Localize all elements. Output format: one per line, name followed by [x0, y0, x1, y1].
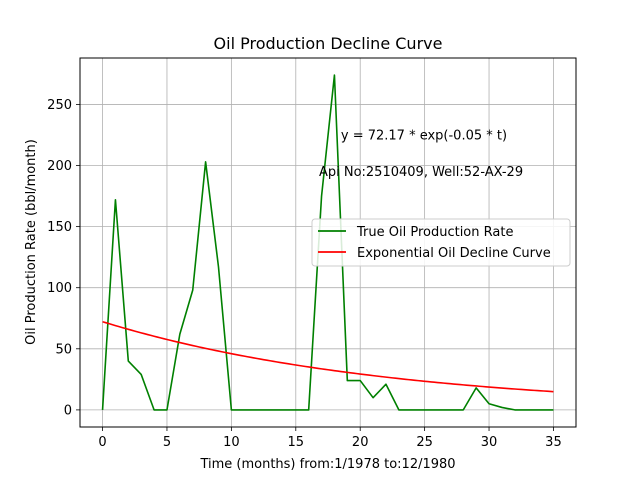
- series-exponential-oil-decline-curve: [102, 320, 554, 393]
- y-tick-label: 0: [64, 403, 72, 418]
- y-axis-label: Oil Production Rate (bbl/month): [24, 139, 39, 345]
- y-tick-label: 100: [47, 281, 72, 296]
- plot-lines: [101, 74, 554, 411]
- legend-box: [311, 218, 571, 267]
- x-tick-label: 20: [352, 435, 369, 450]
- x-tick-label: 5: [163, 435, 171, 450]
- y-tick-label: 250: [47, 98, 72, 113]
- fit-equation-annotation: y = 72.17 * exp(-0.05 * t): [341, 128, 507, 143]
- y-axis: 0 50 100 150 200 250: [47, 98, 80, 418]
- x-axis-label: Time (months) from:1/1978 to:12/1980: [199, 457, 455, 472]
- plot-frame: [79, 57, 577, 428]
- y-tick-label: 150: [47, 220, 72, 235]
- legend-label-true-rate: True Oil Production Rate: [356, 225, 513, 240]
- x-tick-label: 15: [288, 435, 305, 450]
- x-tick-label: 0: [98, 435, 106, 450]
- x-tick-label: 25: [416, 435, 433, 450]
- y-tick-label: 200: [47, 159, 72, 174]
- y-tick-label: 50: [55, 342, 72, 357]
- legend-label-decline-curve: Exponential Oil Decline Curve: [357, 246, 551, 261]
- x-tick-label: 30: [481, 435, 498, 450]
- series-true-oil-production-rate: [101, 74, 554, 411]
- legend: True Oil Production Rate Exponential Oil…: [311, 218, 571, 267]
- well-info-annotation: Api No:2510409, Well:52-AX-29: [319, 165, 523, 180]
- x-axis: 0 5 10 15 20 25 30 35: [98, 427, 562, 450]
- x-tick-label: 10: [223, 435, 240, 450]
- chart-title: Oil Production Decline Curve: [214, 34, 443, 53]
- x-tick-label: 35: [545, 435, 562, 450]
